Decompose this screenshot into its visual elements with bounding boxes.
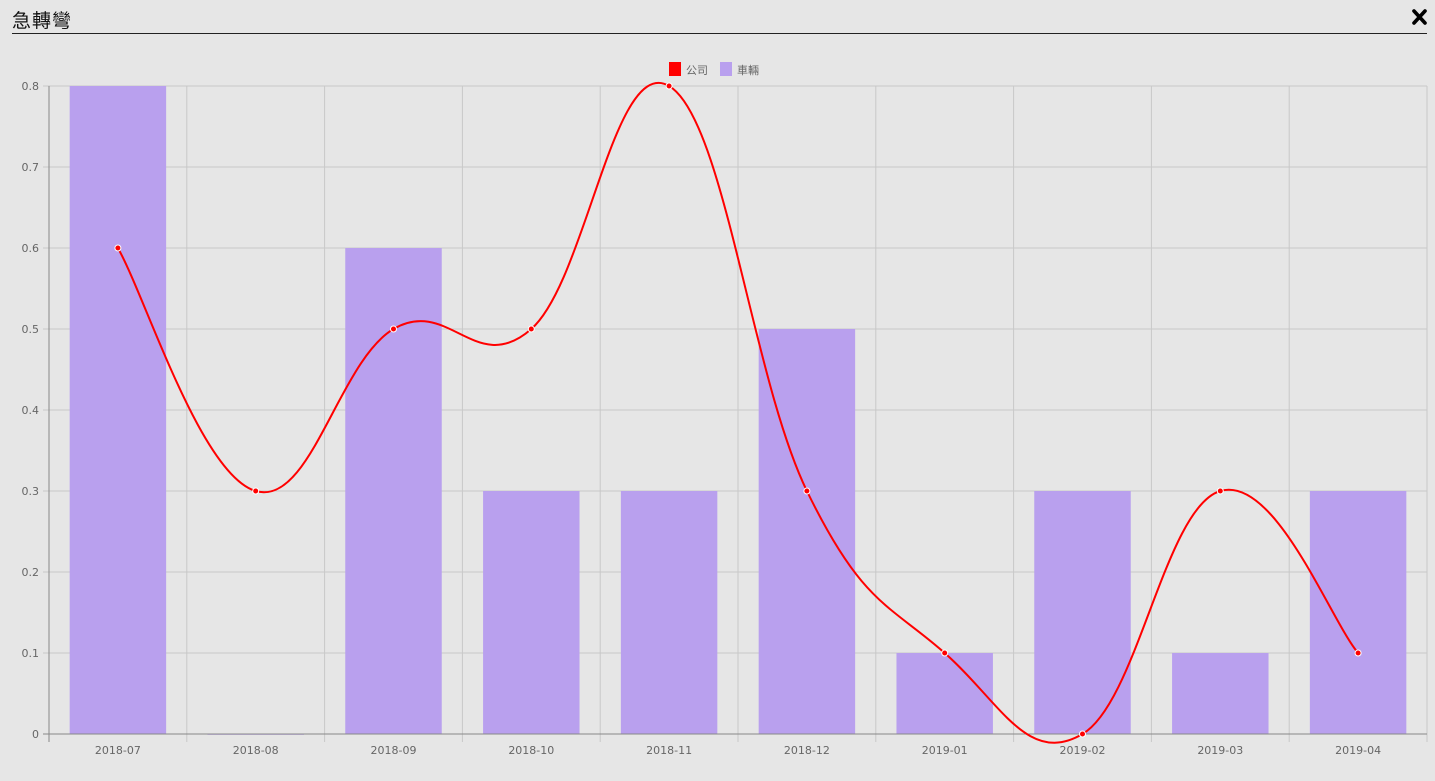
y-tick-label: 0.7 (22, 161, 40, 174)
line-point (803, 487, 811, 495)
y-tick-label: 0.6 (22, 242, 40, 255)
y-tick-label: 0.3 (22, 485, 40, 498)
y-tick-label: 0.4 (22, 404, 40, 417)
y-tick-label: 0.8 (22, 80, 40, 93)
y-tick-label: 0.5 (22, 323, 40, 336)
x-tick-label: 2019-04 (1335, 744, 1381, 757)
x-tick-label: 2018-11 (646, 744, 692, 757)
close-icon[interactable] (1412, 9, 1427, 25)
bar (69, 86, 167, 734)
line-point (527, 325, 535, 333)
legend: 公司 車輛 (669, 62, 759, 77)
bar (1034, 491, 1131, 734)
x-tick-label: 2018-10 (508, 744, 554, 757)
line-series (114, 82, 1362, 744)
line-point (1216, 487, 1224, 495)
title-bar: 急轉彎 (12, 0, 1427, 34)
bar (1309, 491, 1407, 734)
chart-grid (43, 85, 1428, 742)
y-tick-label: 0.2 (22, 566, 40, 579)
line-path (117, 82, 1359, 744)
legend-swatch (720, 62, 732, 76)
x-tick-label: 2019-02 (1060, 744, 1106, 757)
x-tick-label: 2019-01 (922, 744, 968, 757)
y-tick-label: 0.1 (22, 647, 40, 660)
line-point (390, 325, 397, 333)
chart-axes (43, 86, 1427, 742)
line-point (1354, 649, 1362, 657)
line-point (941, 649, 949, 657)
x-tick-label: 2019-03 (1197, 744, 1243, 757)
bar (483, 491, 580, 734)
legend-swatch (669, 62, 681, 76)
line-point (1079, 730, 1086, 738)
bar (758, 329, 856, 734)
x-tick-label: 2018-12 (784, 744, 830, 757)
legend-label: 公司 (686, 64, 708, 77)
line-point (665, 82, 673, 90)
bar (1172, 653, 1269, 734)
line-point (114, 244, 122, 252)
legend-label: 車輛 (737, 63, 759, 77)
page-title: 急轉彎 (12, 10, 73, 32)
line-point (252, 487, 260, 495)
y-axis-labels: 0 0.1 0.2 0.3 0.4 0.5 0.6 0.7 0.8 (22, 80, 40, 741)
x-axis-labels: 2018-07 2018-08 2018-09 2018-10 2018-11 2018-… (95, 744, 1381, 757)
y-tick-label: 0 (32, 728, 39, 741)
x-tick-label: 2018-09 (371, 744, 417, 757)
bar (896, 653, 993, 734)
x-tick-label: 2018-08 (233, 744, 279, 757)
x-tick-label: 2018-07 (95, 744, 141, 757)
bar (620, 491, 718, 734)
